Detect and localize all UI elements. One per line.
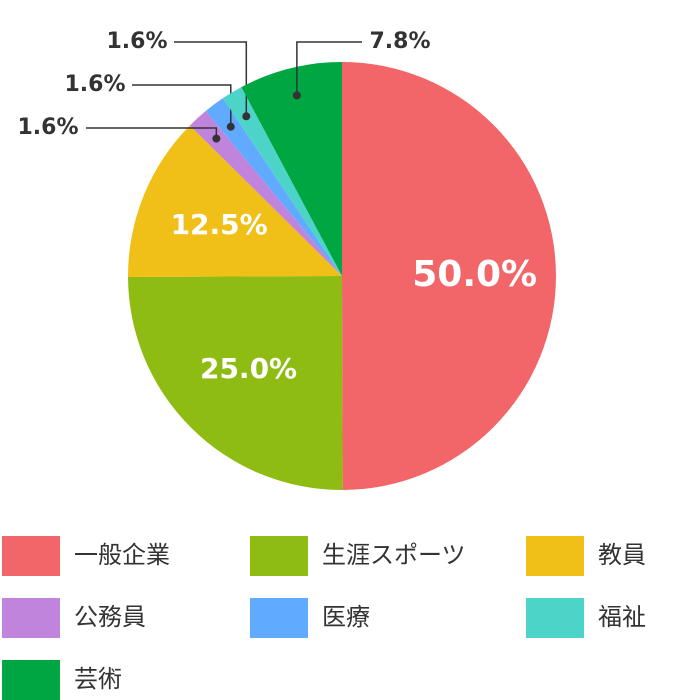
legend-swatch [250, 536, 308, 576]
legend-label: 芸術 [74, 665, 122, 693]
leader-line [296, 41, 362, 96]
legend-swatch [526, 598, 584, 638]
data-label: 1.6% [17, 115, 78, 140]
leader-dot [292, 91, 301, 100]
data-label: 1.6% [106, 29, 167, 54]
pie-slice [205, 98, 342, 277]
legend-label: 福祉 [598, 603, 646, 631]
data-label: 12.5% [171, 208, 268, 241]
legend-label: 生涯スポーツ [322, 541, 466, 569]
pie-slice [342, 62, 556, 490]
legend-swatch [2, 598, 60, 638]
data-label: 7.8% [369, 29, 430, 54]
data-label: 1.6% [64, 72, 125, 97]
pie-slice [128, 276, 343, 490]
legend-swatch [250, 598, 308, 638]
leader-dot [242, 112, 251, 121]
leader-dot [226, 122, 235, 131]
leader-dot [212, 134, 221, 143]
pie-slice [127, 125, 342, 278]
data-label: 25.0% [200, 352, 297, 385]
pie-slice [222, 87, 342, 276]
pie-slice [241, 62, 342, 276]
legend-label: 医療 [322, 603, 370, 631]
leader-line [132, 84, 232, 127]
legend-label: 公務員 [74, 603, 146, 631]
data-label: 50.0% [412, 254, 537, 295]
pie-slice [189, 111, 342, 276]
legend-swatch [2, 660, 60, 700]
legend-swatch [526, 536, 584, 576]
legend-label: 教員 [598, 541, 646, 569]
legend-label: 一般企業 [74, 541, 170, 569]
legend-swatch [2, 536, 60, 576]
